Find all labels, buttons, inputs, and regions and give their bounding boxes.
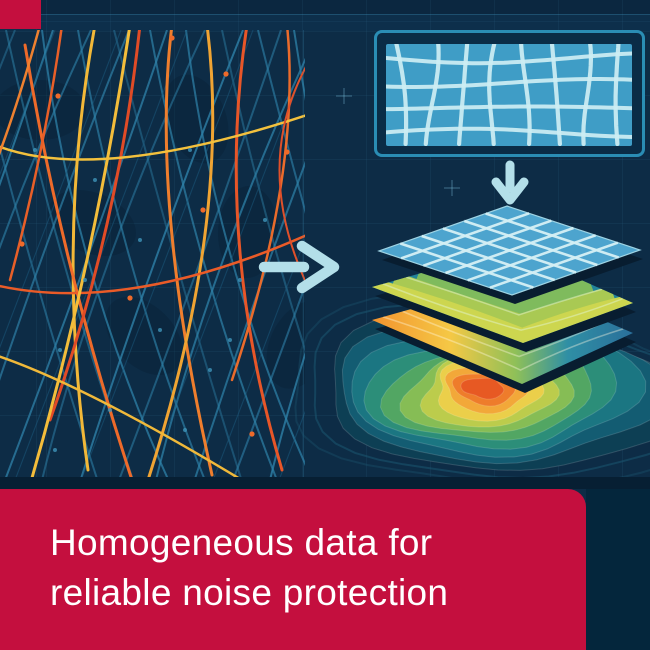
grid-plane-plate: [377, 205, 643, 304]
bottom-shadow-band: [0, 477, 650, 489]
warped-grid-illustration: [386, 44, 632, 146]
grid-screen-frame: [374, 30, 645, 157]
down-arrow-icon: [491, 160, 529, 205]
top-background-band: [0, 0, 650, 14]
grid-screen-panel: [386, 44, 632, 146]
brand-mark: [0, 0, 41, 29]
caption-line-2: reliable noise protection: [50, 572, 449, 613]
bottom-right-backdrop: [586, 489, 650, 650]
map-divider-line: [303, 30, 304, 478]
top-background-band-2: [0, 14, 650, 31]
caption-line-1: Homogeneous data for: [50, 522, 433, 563]
right-arrow-icon: [258, 240, 340, 294]
caption-banner: [0, 489, 586, 650]
